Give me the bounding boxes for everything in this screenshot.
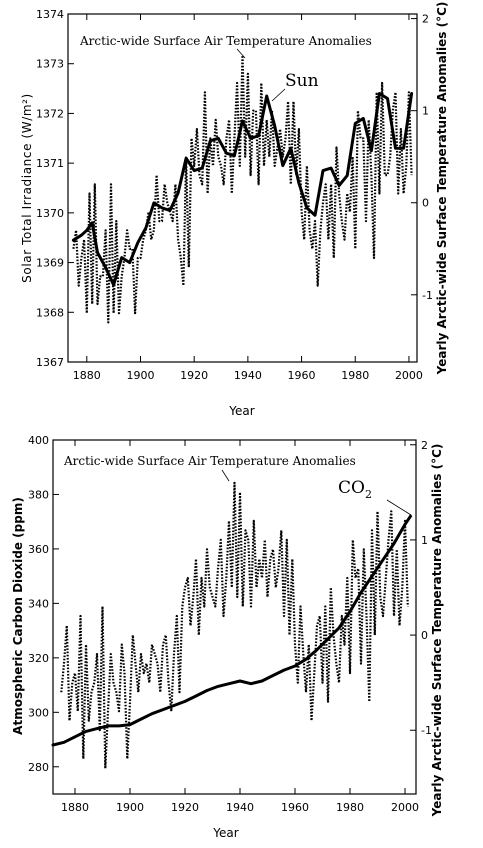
top-chart: 1880 1900 1920 1940 1960 1980 2000 1367 1368 1369… — [20, 2, 449, 418]
bottom-plot-frame — [52, 439, 417, 795]
top-x-tick-label: 1980 — [341, 369, 369, 382]
bot-y2-tick-label: 2 — [421, 439, 428, 452]
top-y2-tick-label: 0 — [422, 197, 429, 210]
bot-x-tick-label: 1940 — [226, 801, 254, 814]
top-x-tick-label: 1920 — [180, 369, 208, 382]
bottom-chart: 1880 1900 1920 1940 1960 1980 2000 280 300 320 340… — [11, 434, 444, 840]
bottom-annotation: Arctic-wide Surface Air Temperature Anom… — [63, 454, 356, 468]
bot-x-tick-label: 1960 — [281, 801, 309, 814]
top-temperature-series — [72, 54, 413, 324]
bottom-y-axis-title: Atmospheric Carbon Dioxide (ppm) — [11, 497, 25, 735]
bot-x-tick-label: 1900 — [116, 801, 144, 814]
top-temperature-anomaly-line — [72, 54, 413, 324]
top-annotation: Arctic-wide Surface Air Temperature Anom… — [79, 34, 372, 48]
bottom-series-label-leader — [386, 499, 412, 516]
top-annotation-leader — [236, 48, 246, 59]
top-y2-tick-label: 2 — [422, 13, 429, 26]
bottom-annotation-leader — [221, 469, 230, 482]
top-y-axis-title: Solar Total Irradiance (W/m²) — [20, 93, 34, 283]
top-y-tick-label: 1370 — [36, 207, 64, 220]
top-y-tick-label: 1369 — [36, 257, 64, 270]
top-x-axis-title: Year — [228, 404, 254, 418]
bottom-temperature-series — [60, 481, 409, 770]
top-x-tick-label: 1900 — [126, 369, 154, 382]
top-sun-series — [71, 92, 414, 287]
bot-y-tick-label: 400 — [28, 434, 49, 447]
bot-y-tick-label: 280 — [28, 761, 49, 774]
top-y-tick-label: 1367 — [36, 356, 64, 369]
bot-y2-tick-label: -1 — [421, 724, 432, 737]
top-y2-tick-label: -1 — [422, 289, 433, 302]
bot-y2-tick-label: 1 — [421, 534, 428, 547]
bot-y-tick-label: 380 — [28, 488, 49, 501]
bot-solid-series-line — [51, 514, 412, 747]
bot-x-tick-label: 1880 — [61, 801, 89, 814]
bot-x-tick-label: 1920 — [171, 801, 199, 814]
top-x-tick-label: 2000 — [395, 369, 423, 382]
top-series-label-sun: Sun — [285, 71, 319, 91]
top-plot-frame — [67, 13, 418, 363]
bot-temperature-anomaly-line — [60, 481, 409, 770]
bot-y-tick-label: 360 — [28, 543, 49, 556]
bot-x-tick-label: 1980 — [336, 801, 364, 814]
bottom-tick-group: 1880 1900 1920 1940 1960 1980 2000 280 300 320 340… — [28, 434, 432, 814]
top-x-tick-label: 1940 — [234, 369, 262, 382]
top-y2-axis-title: Yearly Arctic-wide Surface Temperature A… — [435, 2, 449, 376]
bottom-series-label-co2: CO2 — [338, 478, 372, 501]
top-y-tick-label: 1372 — [36, 107, 64, 120]
top-y-tick-label: 1374 — [36, 8, 64, 21]
top-series-label-leader — [271, 88, 286, 102]
bot-y2-tick-label: 0 — [421, 629, 428, 642]
bottom-y2-axis-title: Yearly Arctic-wide Surface Temperature A… — [430, 444, 444, 818]
top-tick-group: 1880 1900 1920 1940 1960 1980 2000 1367 1368 1369… — [36, 8, 433, 382]
top-y-tick-label: 1373 — [36, 58, 64, 71]
top-solid-series-line — [71, 92, 414, 287]
top-y-tick-label: 1368 — [36, 306, 64, 319]
top-x-tick-label: 1880 — [73, 369, 101, 382]
bot-y-tick-label: 320 — [28, 652, 49, 665]
top-y-tick-label: 1371 — [36, 157, 64, 170]
bot-x-tick-label: 2000 — [391, 801, 419, 814]
bottom-co2-series — [51, 514, 412, 747]
bot-y-tick-label: 340 — [28, 597, 49, 610]
top-y2-tick-label: 1 — [422, 105, 429, 118]
top-x-tick-label: 1960 — [288, 369, 316, 382]
bot-y-tick-label: 300 — [28, 706, 49, 719]
bottom-x-axis-title: Year — [212, 826, 238, 840]
